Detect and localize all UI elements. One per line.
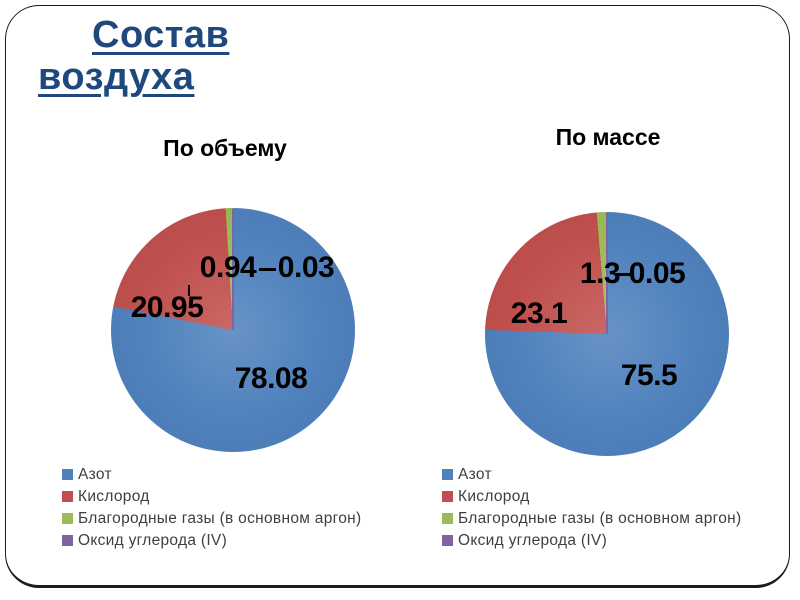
legend-swatch-oxygen	[62, 491, 73, 502]
legend-swatch-oxygen	[442, 491, 453, 502]
pie-chart-by-mass	[485, 212, 729, 456]
legend-label-carbon-dioxide: Оксид углерода (IV)	[78, 532, 228, 549]
legend-label-noble-gases: Благородные газы (в основном аргон)	[458, 510, 742, 527]
data-label-nitrogen-volume: 78.08	[234, 362, 308, 395]
slide-title-line-2: воздуха	[38, 56, 195, 98]
legend-label-noble-gases: Благородные газы (в основном аргон)	[78, 510, 362, 527]
leader-line-carbon-dioxide-volume	[259, 268, 276, 271]
carbon-dioxide-slice-mass	[606, 213, 608, 334]
legend-item-carbon-dioxide: Оксид углерода (IV)	[62, 532, 362, 549]
chart-title-by-mass: По массе	[555, 124, 661, 150]
legend-swatch-noble-gases	[442, 513, 453, 524]
slide-title-line-1: Состав	[92, 14, 230, 56]
carbon-dioxide-slice-volume	[232, 209, 234, 330]
data-label-carbon-dioxide-volume: 0.03	[277, 251, 335, 284]
legend-by-volume: Азот Кислород Благородные газы (в основн…	[62, 466, 362, 549]
legend-label-oxygen: Кислород	[78, 488, 150, 505]
legend-item-nitrogen: Азот	[62, 466, 362, 483]
legend-swatch-noble-gases	[62, 513, 73, 524]
legend-item-noble-gases: Благородные газы (в основном аргон)	[442, 510, 742, 527]
legend-item-noble-gases: Благородные газы (в основном аргон)	[62, 510, 362, 527]
data-label-oxygen-volume: 20.95	[130, 291, 204, 324]
data-label-noble-gases-mass: 1.3	[579, 257, 621, 290]
legend-by-mass: Азот Кислород Благородные газы (в основн…	[442, 466, 742, 549]
legend-label-nitrogen: Азот	[458, 466, 492, 483]
legend-item-oxygen: Кислород	[62, 488, 362, 505]
data-label-noble-gases-volume: 0.94	[199, 251, 257, 284]
legend-swatch-carbon-dioxide	[442, 535, 453, 546]
legend-item-carbon-dioxide: Оксид углерода (IV)	[442, 532, 742, 549]
data-label-oxygen-mass: 23.1	[510, 297, 568, 330]
legend-label-nitrogen: Азот	[78, 466, 112, 483]
data-label-carbon-dioxide-mass: 0.05	[628, 257, 686, 290]
leader-line-carbon-dioxide-mass	[615, 273, 632, 276]
legend-swatch-carbon-dioxide	[62, 535, 73, 546]
legend-label-carbon-dioxide: Оксид углерода (IV)	[458, 532, 608, 549]
legend-swatch-nitrogen	[62, 469, 73, 480]
leader-line-noble-gases-volume	[188, 285, 190, 296]
legend-label-oxygen: Кислород	[458, 488, 530, 505]
slide-title: Состав воздуха	[38, 14, 229, 98]
legend-swatch-nitrogen	[442, 469, 453, 480]
legend-item-oxygen: Кислород	[442, 488, 742, 505]
data-label-nitrogen-mass: 75.5	[620, 359, 678, 392]
chart-title-by-volume: По объему	[163, 135, 287, 161]
legend-item-nitrogen: Азот	[442, 466, 742, 483]
